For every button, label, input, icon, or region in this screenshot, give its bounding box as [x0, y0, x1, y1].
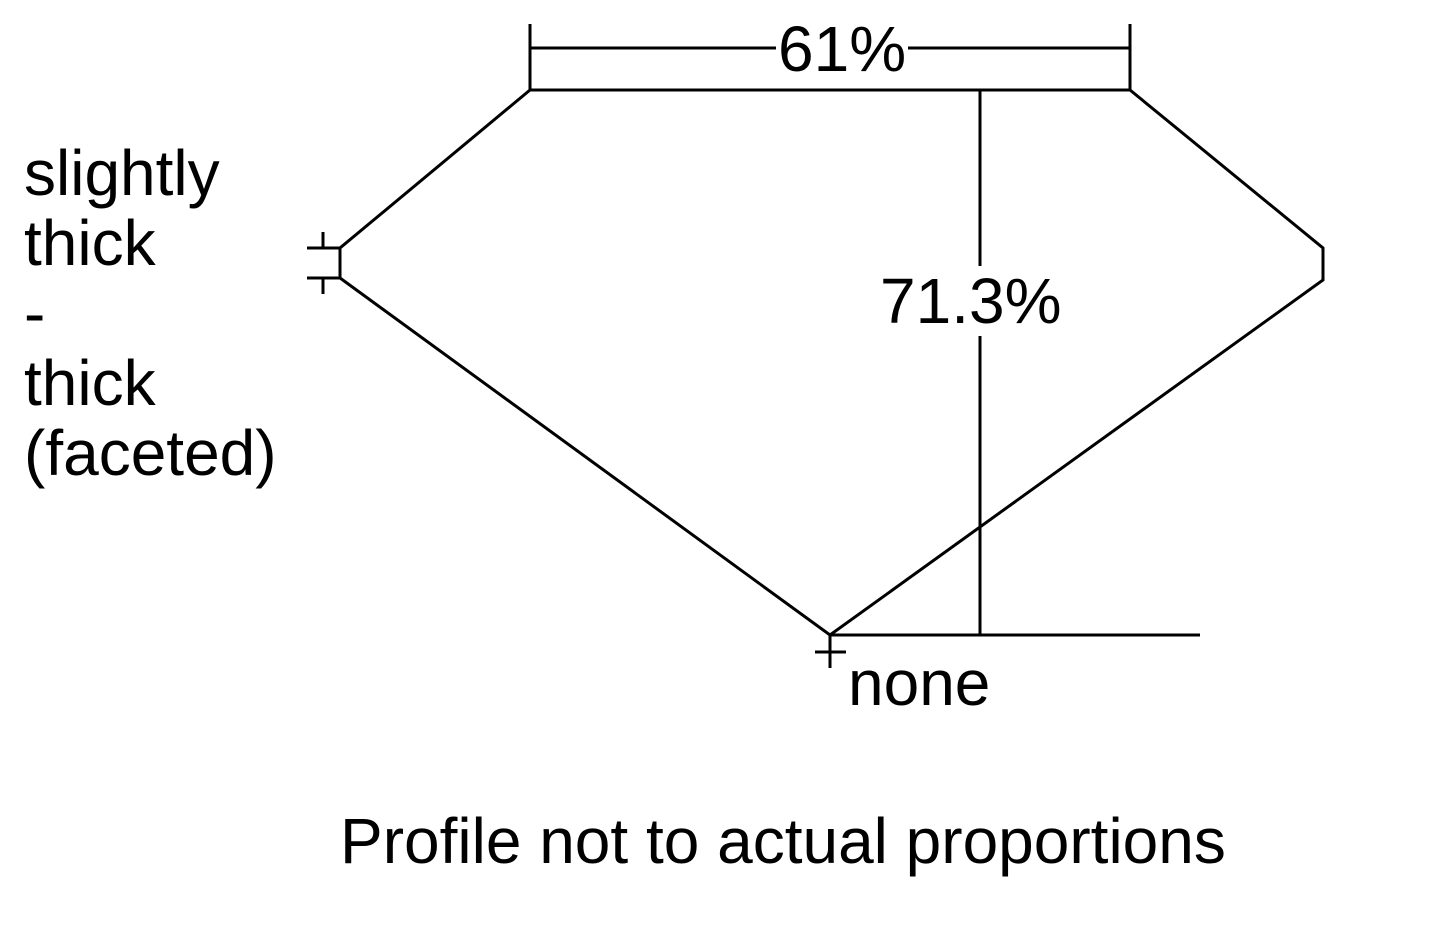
- culet-label: none: [848, 647, 991, 719]
- table-percent-label: 61%: [776, 13, 909, 85]
- gem-outline: [338, 88, 1325, 637]
- depth-percent-label: 71.3%: [880, 265, 1062, 337]
- girdle-label-line: slightly: [24, 137, 220, 209]
- girdle-markers: [307, 232, 340, 294]
- girdle-label-line: (faceted): [24, 417, 277, 489]
- proportions-note: Profile not to actual proportions: [340, 805, 1226, 877]
- girdle-label-line: thick: [24, 347, 156, 419]
- culet-marker: [815, 635, 846, 668]
- girdle-label-line: -: [24, 277, 46, 349]
- girdle-label-line: thick: [24, 207, 156, 279]
- girdle-thickness-label: slightly thick - thick (faceted): [24, 138, 277, 488]
